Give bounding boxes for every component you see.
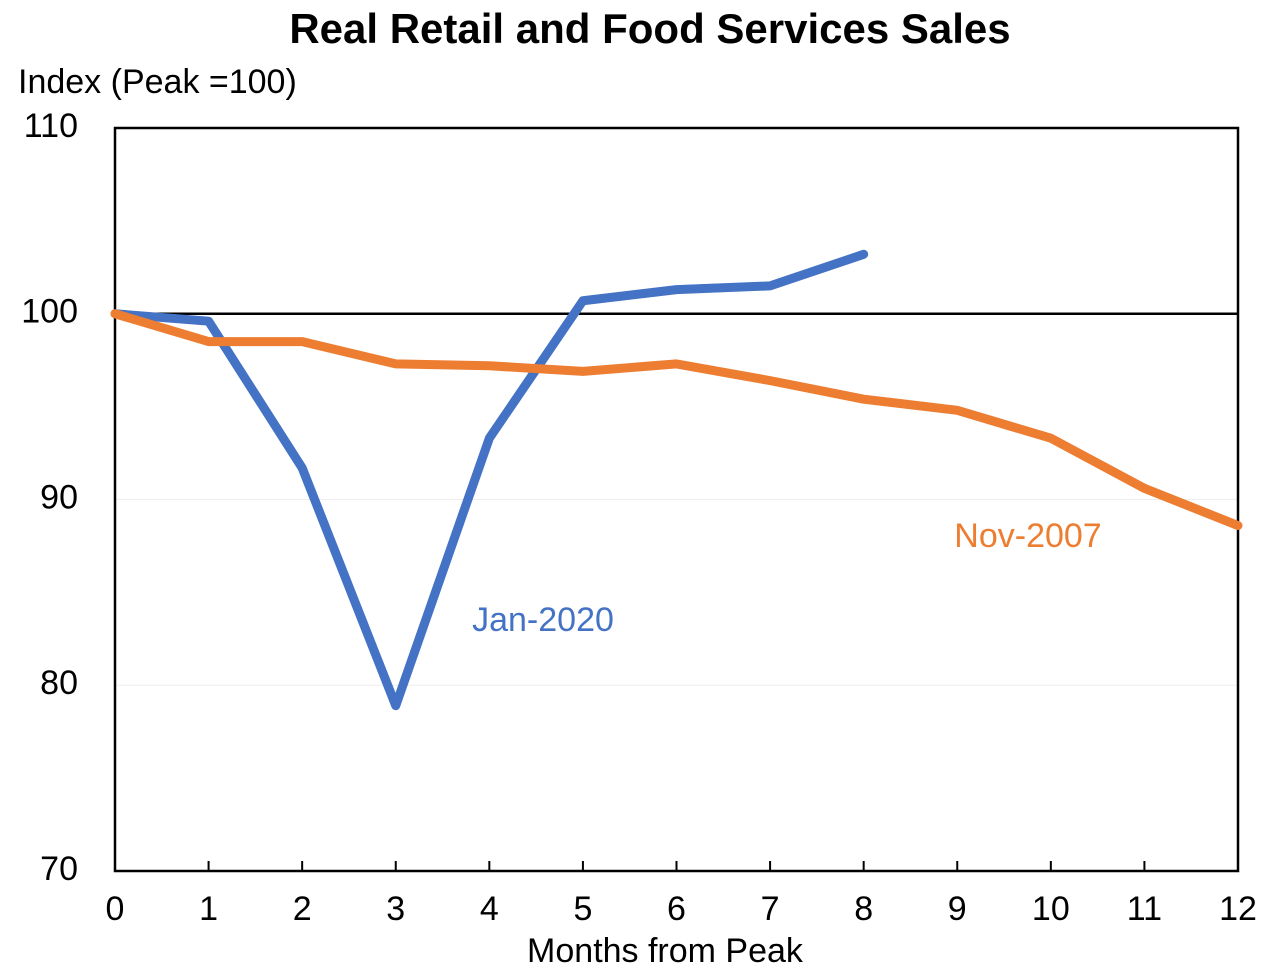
x-axis-label: Months from Peak bbox=[527, 932, 804, 970]
series-line bbox=[110, 249, 869, 711]
series-label: Jan-2020 bbox=[472, 601, 614, 639]
y-tick-label: 100 bbox=[21, 293, 78, 331]
x-tick-label: 6 bbox=[667, 890, 686, 928]
x-tick-label: 7 bbox=[761, 890, 780, 928]
x-tick-label: 0 bbox=[106, 890, 125, 928]
x-tick-label: 9 bbox=[948, 890, 967, 928]
chart-title: Real Retail and Food Services Sales bbox=[289, 5, 1010, 52]
x-tick-label: 8 bbox=[854, 890, 873, 928]
x-tick-label: 11 bbox=[1127, 890, 1162, 928]
x-tick-label: 3 bbox=[386, 890, 405, 928]
series-line bbox=[110, 309, 1243, 531]
plot-frame bbox=[113, 126, 1240, 873]
y-tick-label: 90 bbox=[40, 478, 78, 516]
x-tick-label: 1 bbox=[199, 890, 218, 928]
y-axis-label: Index (Peak =100) bbox=[18, 63, 297, 101]
y-tick-label: 110 bbox=[24, 107, 78, 145]
x-tick-label: 4 bbox=[480, 890, 499, 928]
y-tick-label: 80 bbox=[40, 664, 78, 702]
series-label: Nov-2007 bbox=[954, 517, 1101, 555]
x-tick-label: 12 bbox=[1219, 890, 1257, 928]
x-tick-label: 5 bbox=[573, 890, 592, 928]
x-tick-label: 10 bbox=[1032, 890, 1070, 928]
x-tick-label: 2 bbox=[293, 890, 312, 928]
y-tick-label: 70 bbox=[40, 850, 78, 888]
